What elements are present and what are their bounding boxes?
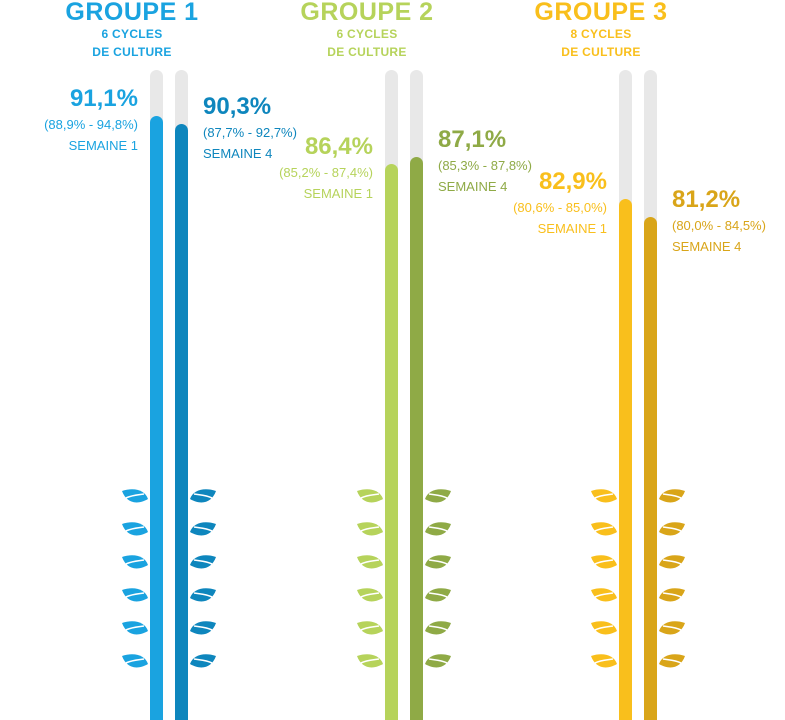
leaf-vein <box>125 493 145 499</box>
group-title: GROUPE 2 <box>300 0 434 26</box>
bar-label: 86,4% (85,2% - 87,4%) SEMAINE 1 <box>243 132 373 204</box>
leaf-vein <box>428 559 448 565</box>
leaf-vein <box>193 559 213 565</box>
value-label: 86,4% <box>304 132 373 160</box>
group-subtitle: DE CULTURE <box>92 45 172 59</box>
leaf-vein <box>428 658 448 664</box>
leaf-vein <box>193 592 213 598</box>
value-label: 90,3% <box>203 92 272 120</box>
leaf-vein <box>662 526 682 532</box>
leaf-vein <box>594 592 614 598</box>
group-title: GROUPE 3 <box>534 0 668 26</box>
leaf-vein <box>193 493 213 499</box>
bar-label: 90,3% (87,7% - 92,7%) SEMAINE 4 <box>203 92 333 164</box>
group-subtitle: 6 CYCLES <box>101 27 163 41</box>
confidence-interval: (87,7% - 92,7%) <box>203 124 297 140</box>
bar-label: 91,1% (88,9% - 94,8%) SEMAINE 1 <box>8 84 138 156</box>
leaf-vein <box>594 625 614 631</box>
group-subtitle: 6 CYCLES <box>336 27 398 41</box>
bar-semaine-1 <box>619 199 632 720</box>
week-label: SEMAINE 1 <box>537 221 607 237</box>
week-label: SEMAINE 4 <box>672 238 742 254</box>
confidence-interval: (80,0% - 84,5%) <box>672 217 766 233</box>
leaf-vein <box>125 526 145 532</box>
bar-semaine-4 <box>644 216 657 720</box>
bar-label: 87,1% (85,3% - 87,8%) SEMAINE 4 <box>438 125 568 197</box>
leaf-vein <box>193 658 213 664</box>
confidence-interval: (88,9% - 94,8%) <box>44 116 138 132</box>
bar-semaine-1 <box>150 115 163 720</box>
value-label: 81,2% <box>672 185 741 213</box>
leaf-decoration <box>591 489 685 668</box>
leaf-vein <box>594 526 614 532</box>
week-label: SEMAINE 1 <box>68 137 138 153</box>
leaf-decoration <box>357 489 451 668</box>
value-label: 91,1% <box>69 84 138 112</box>
leaf-vein <box>360 559 380 565</box>
week-label: SEMAINE 4 <box>203 145 273 161</box>
leaf-vein <box>360 658 380 664</box>
confidence-interval: (80,6% - 85,0%) <box>513 200 607 216</box>
leaf-vein <box>662 493 682 499</box>
confidence-interval: (85,2% - 87,4%) <box>279 164 373 180</box>
leaf-vein <box>360 592 380 598</box>
leaf-vein <box>360 625 380 631</box>
group-title: GROUPE 1 <box>65 0 199 26</box>
bar-label: 82,9% (80,6% - 85,0%) SEMAINE 1 <box>477 167 607 239</box>
value-label: 87,1% <box>438 125 507 153</box>
bar-semaine-4 <box>410 156 423 720</box>
week-label: SEMAINE 4 <box>438 178 508 194</box>
leaf-vein <box>428 493 448 499</box>
leaf-vein <box>662 658 682 664</box>
confidence-interval: (85,3% - 87,8%) <box>438 157 532 173</box>
leaf-vein <box>662 625 682 631</box>
leaf-decoration <box>122 489 216 668</box>
leaf-vein <box>594 559 614 565</box>
leaf-vein <box>360 526 380 532</box>
leaf-vein <box>662 592 682 598</box>
leaf-vein <box>662 559 682 565</box>
week-label: SEMAINE 1 <box>303 185 373 201</box>
value-label: 82,9% <box>538 168 607 196</box>
bar-semaine-4 <box>175 123 188 720</box>
group-subtitle: DE CULTURE <box>561 45 641 59</box>
bar-label: 81,2% (80,0% - 84,5%) SEMAINE 4 <box>672 185 785 257</box>
leaf-vein <box>193 625 213 631</box>
leaf-vein <box>428 526 448 532</box>
leaf-vein <box>125 658 145 664</box>
leaf-vein <box>360 493 380 499</box>
bar-semaine-1 <box>385 163 398 720</box>
leaf-vein <box>125 625 145 631</box>
leaf-vein <box>594 493 614 499</box>
leaf-vein <box>428 625 448 631</box>
group-subtitle: 8 CYCLES <box>570 27 632 41</box>
leaf-vein <box>193 526 213 532</box>
leaf-vein <box>125 592 145 598</box>
leaf-vein <box>428 592 448 598</box>
leaf-vein <box>594 658 614 664</box>
group-subtitle: DE CULTURE <box>327 45 407 59</box>
leaf-vein <box>125 559 145 565</box>
